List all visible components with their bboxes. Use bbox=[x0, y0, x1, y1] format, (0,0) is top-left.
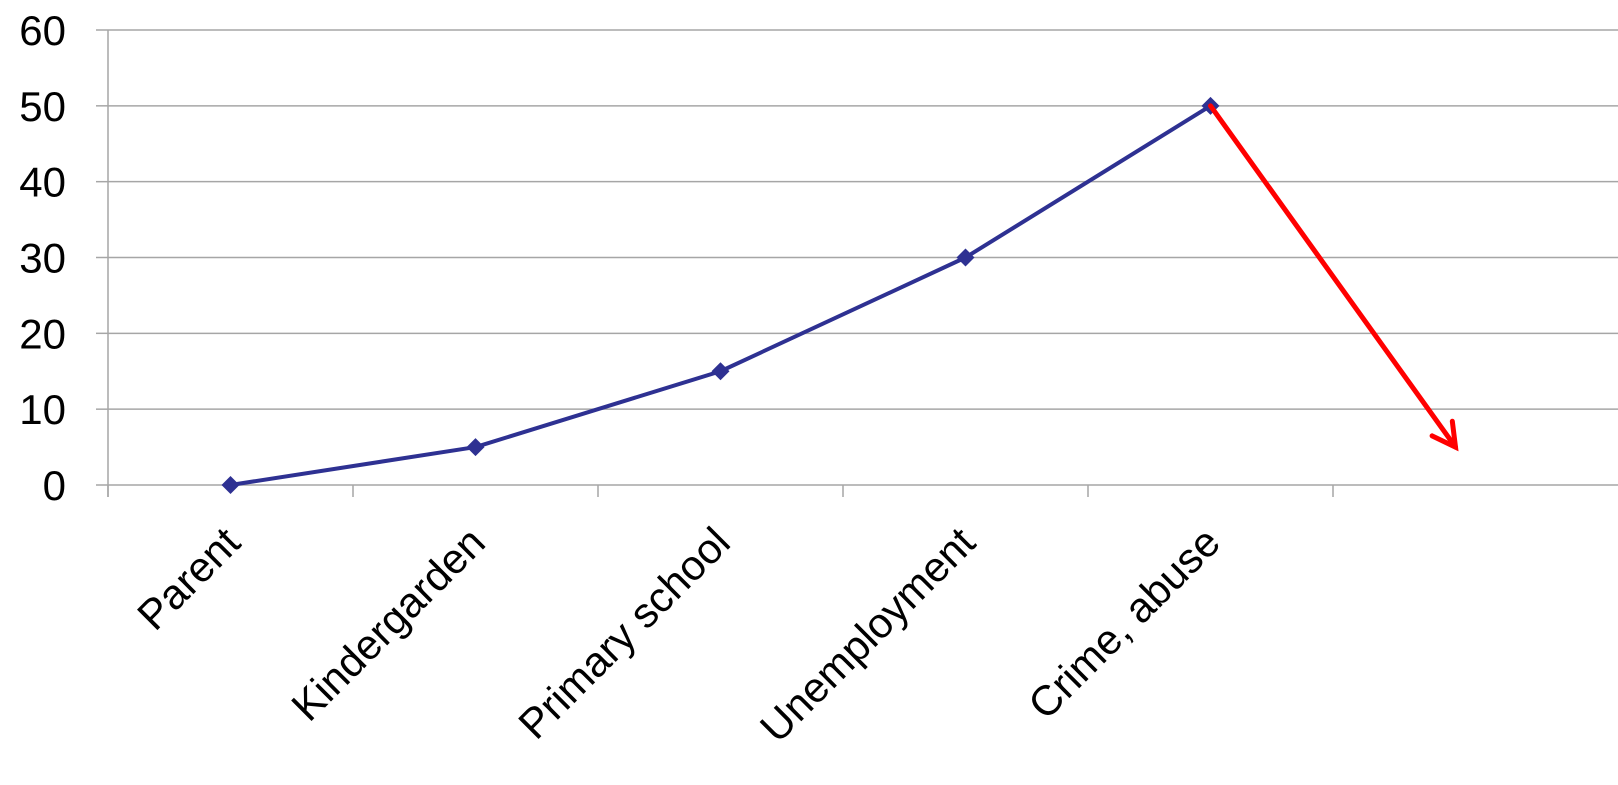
gridlines bbox=[108, 29, 1618, 410]
x-tick-label: Kindergarden bbox=[282, 518, 494, 730]
x-tick-label: Parent bbox=[128, 518, 249, 639]
y-tick-label: 30 bbox=[19, 235, 66, 282]
data-point-parent bbox=[221, 476, 240, 494]
x-tick-label: Primary school bbox=[509, 518, 739, 748]
annotations bbox=[1208, 103, 1459, 452]
data-point-primary-school bbox=[711, 362, 730, 381]
arrow-shaft bbox=[1208, 103, 1458, 450]
data-point-kindergarden bbox=[466, 438, 485, 457]
data-markers bbox=[221, 96, 1220, 494]
y-tick-labels: 0 10 20 30 40 50 60 bbox=[19, 7, 66, 509]
y-tick-label: 0 bbox=[43, 462, 66, 509]
y-tick-label: 50 bbox=[19, 83, 66, 130]
y-tick-label: 40 bbox=[19, 159, 66, 206]
y-tick-label: 60 bbox=[19, 7, 66, 54]
red-arrow-annotation bbox=[1208, 103, 1459, 452]
x-tick-label: Unemployment bbox=[751, 518, 984, 751]
series-line bbox=[230, 104, 1212, 487]
data-point-unemployment bbox=[956, 248, 975, 267]
arrow-head bbox=[1429, 418, 1459, 452]
y-tick-label: 10 bbox=[19, 386, 66, 433]
x-tick-label: Crime, abuse bbox=[1019, 518, 1229, 728]
series-line-0 bbox=[230, 104, 1212, 487]
y-tick-label: 20 bbox=[19, 310, 66, 357]
x-tick-labels: Parent Kindergarden Primary school Unemploy… bbox=[128, 518, 1229, 751]
axes bbox=[96, 29, 1618, 497]
